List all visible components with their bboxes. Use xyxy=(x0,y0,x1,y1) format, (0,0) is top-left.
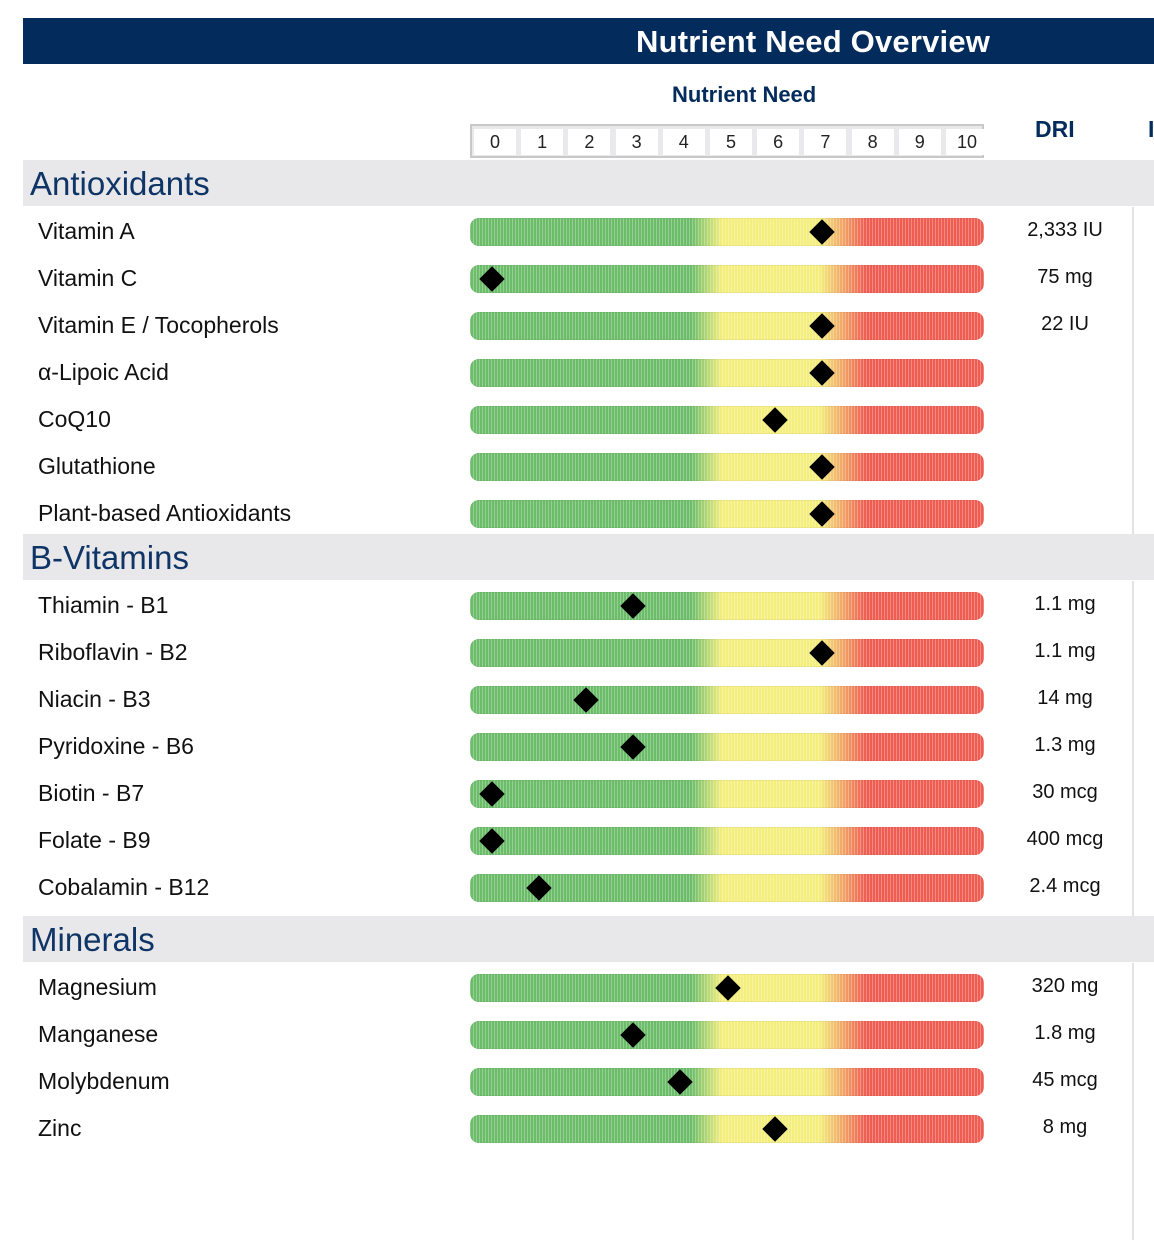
need-gauge-bar xyxy=(470,453,984,481)
nutrient-name: Cobalamin - B12 xyxy=(38,874,210,900)
section-title: Minerals xyxy=(30,921,155,958)
nutrient-need-label: Nutrient Need xyxy=(672,82,817,107)
need-gauge-bar xyxy=(470,874,984,902)
scale-tick-5: 5 xyxy=(710,129,752,155)
nutrient-name: Molybdenum xyxy=(38,1068,170,1094)
need-gauge-bar xyxy=(470,359,984,387)
nutrient-name: Riboflavin - B2 xyxy=(38,639,188,665)
need-gauge-bar xyxy=(470,312,984,340)
nutrient-name: Vitamin C xyxy=(38,265,138,291)
nutrient-name: Zinc xyxy=(38,1115,82,1141)
dri-value: 2,333 IU xyxy=(1027,219,1103,241)
dri-value: 75 mg xyxy=(1037,266,1093,288)
dri-value: 400 mcg xyxy=(1026,828,1104,850)
column-divider xyxy=(1132,581,1134,916)
scale-tick-6: 6 xyxy=(757,129,800,155)
nutrient-name: Niacin - B3 xyxy=(38,686,151,712)
nutrient-name: Pyridoxine - B6 xyxy=(38,733,194,759)
dri-value: 2.4 mcg xyxy=(1029,875,1101,897)
dri-value: 8 mg xyxy=(1042,1116,1088,1138)
section-header xyxy=(23,916,1154,962)
dri-value: 22 IU xyxy=(1041,313,1089,335)
scale-tick-7: 7 xyxy=(804,129,847,155)
section-title: Antioxidants xyxy=(30,165,210,202)
nutrient-name: α-Lipoic Acid xyxy=(38,359,169,385)
need-gauge-bar xyxy=(470,1068,984,1096)
dri-value: 14 mg xyxy=(1037,687,1093,709)
dri-value: 30 mcg xyxy=(1032,781,1098,803)
section-title: B-Vitamins xyxy=(30,539,189,576)
dri-value: 320 mg xyxy=(1031,975,1099,997)
scale-tick-0: 0 xyxy=(474,129,516,155)
scale-tick-8: 8 xyxy=(851,129,894,155)
scale-tick-1: 1 xyxy=(521,129,564,155)
nutrient-name: Folate - B9 xyxy=(38,827,151,853)
nutrient-name: CoQ10 xyxy=(38,406,111,432)
nutrient-name: Magnesium xyxy=(38,974,157,1000)
nutrient-name: Glutathione xyxy=(38,453,156,479)
dri-value: 1.1 mg xyxy=(1034,593,1096,615)
nutrient-name: Plant-based Antioxidants xyxy=(38,500,292,526)
clipped-column-header: I xyxy=(1148,116,1154,142)
need-gauge-bar xyxy=(470,780,984,808)
scale-tick-9: 9 xyxy=(898,129,941,155)
nutrient-name: Vitamin E / Tocopherols xyxy=(38,312,279,338)
need-gauge-bar xyxy=(470,1115,984,1143)
need-gauge-bar xyxy=(470,592,984,620)
section-header xyxy=(23,160,1154,206)
nutrient-name: Biotin - B7 xyxy=(38,780,145,806)
need-gauge-bar xyxy=(470,1021,984,1049)
need-gauge-bar xyxy=(470,406,984,434)
need-gauge-bar xyxy=(470,827,984,855)
section-header xyxy=(23,534,1154,580)
nutrient-name: Manganese xyxy=(38,1021,159,1047)
dri-value: 1.3 mg xyxy=(1034,734,1096,756)
need-gauge-bar xyxy=(470,265,984,293)
dri-value: 1.8 mg xyxy=(1034,1022,1096,1044)
column-divider xyxy=(1132,207,1134,534)
need-gauge-bar xyxy=(470,218,984,246)
nutrient-name: Vitamin A xyxy=(38,218,135,244)
column-divider xyxy=(1132,963,1134,1240)
need-scale: 0 1 2 3 4 5 6 7 8 9 10 xyxy=(470,124,988,158)
page-title: Nutrient Need Overview xyxy=(636,24,991,59)
scale-tick-2: 2 xyxy=(568,129,611,155)
need-gauge-bar xyxy=(470,733,984,761)
scale-tick-4: 4 xyxy=(662,129,705,155)
dri-value: 1.1 mg xyxy=(1034,640,1096,662)
dri-column-header: DRI xyxy=(1035,116,1075,142)
need-gauge-bar xyxy=(470,686,984,714)
title-bar xyxy=(23,18,1154,64)
need-gauge-bar xyxy=(470,639,984,667)
need-gauge-bar xyxy=(470,500,984,528)
nutrient-name: Thiamin - B1 xyxy=(38,592,169,618)
dri-value: 45 mcg xyxy=(1032,1069,1098,1091)
scale-tick-3: 3 xyxy=(615,129,658,155)
scale-tick-10: 10 xyxy=(946,129,988,155)
